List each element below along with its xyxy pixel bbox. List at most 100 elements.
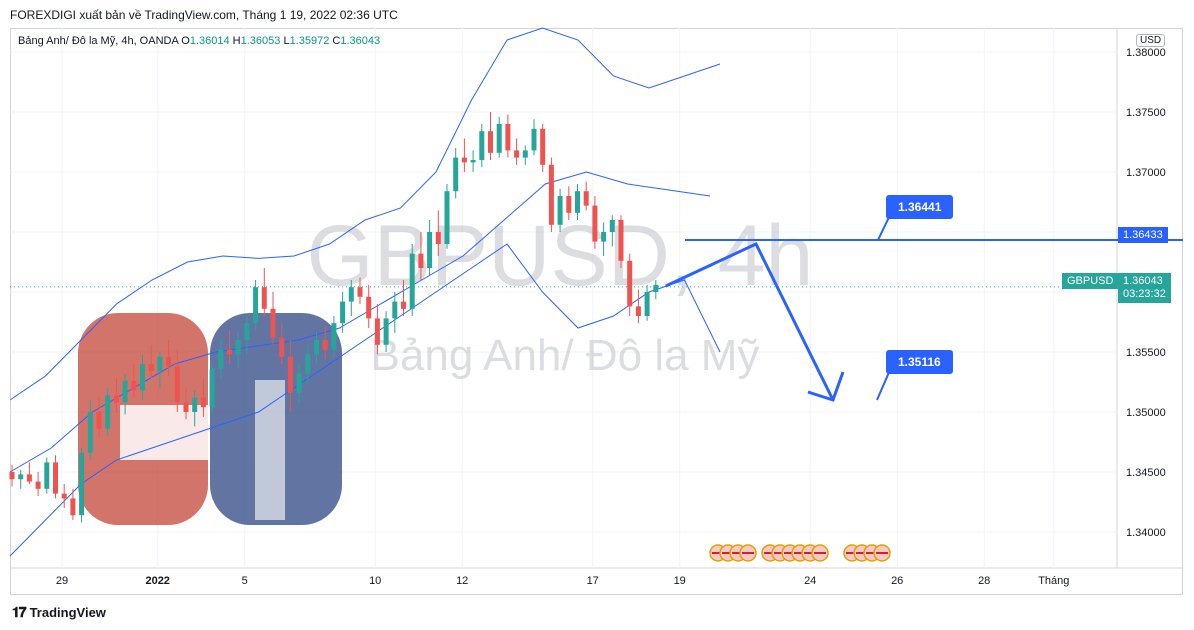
candle-body [470,160,476,163]
candle-body [140,364,145,391]
candle-body [200,397,206,408]
bollinger-upper-band [9,27,721,401]
candle-body [583,191,589,206]
candle-body [488,131,493,153]
candle-body [409,253,415,309]
candle-body [496,124,502,153]
candle-body [627,260,633,307]
candle-body [557,196,563,225]
candle-body [314,340,319,355]
candle-body [244,323,250,340]
candle-body [374,318,380,345]
candle-body [601,232,607,242]
bollinger-lower-band [9,243,721,557]
candle-body [174,366,180,403]
candle-body [479,131,485,160]
time-tick-label: 10 [369,575,381,587]
candle-body [218,349,224,369]
candle-body [522,150,528,158]
projection-path [665,242,835,401]
candle-body [79,452,85,516]
candle-body [261,287,267,309]
candle-body [427,232,433,268]
high-label: H [232,35,241,47]
candle-body [531,128,537,151]
candle-body [105,395,111,429]
candle-body [348,287,354,302]
candle-body [305,354,311,374]
candle-body [635,306,641,316]
candle-body [183,402,189,412]
time-tick-label: 26 [891,575,903,587]
time-tick-label: 5 [242,575,248,587]
price-tick-label: 1.35000 [1126,407,1166,419]
price-tick-label: 1.37500 [1126,107,1166,119]
candle-body [418,253,424,268]
last-price-value: 1.36043 [1123,275,1163,287]
candle-body [357,287,363,297]
candle-body [270,308,276,338]
upper-target-callout[interactable]: 1.36441 [886,195,954,219]
bar-countdown: 03:23:32 [1123,288,1166,300]
footer-brand: TradingView [29,605,106,620]
open-value: 1.36014 [189,35,230,47]
time-tick-label: 2022 [145,575,169,587]
time-tick-label: 24 [804,575,816,587]
chart-frame [10,28,1183,595]
candle-body [61,493,67,499]
tradingview-logo-icon: 𝟏𝟕 [12,604,27,620]
candle-body [331,323,337,350]
time-tick-label: 17 [587,575,599,587]
candle-body [96,412,102,429]
candle-body [70,498,76,516]
time-tick-label: 29 [56,575,68,587]
price-tick-label: 1.34500 [1126,467,1166,479]
candle-body [235,340,241,355]
watermark-name: Bảng Anh/ Đô la Mỹ [371,331,760,380]
candle-body [253,287,259,324]
currency-button[interactable]: USD [1136,34,1166,47]
candle-body [296,373,302,393]
lower-target-callout[interactable]: 1.35116 [886,350,953,374]
candle-body [9,472,15,480]
candle-body [453,157,459,192]
time-tick-label: 19 [674,575,686,587]
candle-body [435,232,441,244]
candle-body [26,474,32,482]
low-label: L [283,35,290,47]
candle-body [131,380,137,391]
candle-body [383,318,389,345]
candle-body [35,481,41,489]
high-value: 1.36053 [240,35,281,47]
lower-callout-pointer [876,369,891,401]
tradingview-footer[interactable]: 𝟏𝟕 TradingView [12,604,106,621]
candle-body [122,380,128,403]
time-tick-label: 12 [456,575,468,587]
candle-body [401,301,406,309]
upper-callout-pointer [877,214,891,241]
candle-body [609,220,615,232]
symbol-label: Bảng Anh/ Đô la Mỹ, 4h, OANDA [18,35,179,47]
open-label: O [181,35,190,47]
publisher-line: FOREXDIGI xuất bản về TradingView.com, T… [10,8,398,22]
candle-body [18,474,24,480]
candle-body [166,356,172,367]
level-price-tag: 1.36433 [1118,227,1168,243]
candle-body [575,191,580,213]
candle-body [505,124,511,151]
candle-body [279,337,285,357]
logo-watermark-cutout-2 [255,380,285,520]
candle-body [540,128,546,165]
candle-body [209,368,215,408]
symbol-tag: GBPUSD [1062,273,1119,289]
close-label: C [332,35,341,47]
candle-body [444,191,450,244]
candle-body [653,284,659,292]
candle-body [287,356,293,393]
candle-body [227,349,232,355]
candle-body [366,296,372,319]
candle-body [514,150,520,158]
price-tick-label: 1.35500 [1126,347,1166,359]
candle-body [566,196,572,213]
